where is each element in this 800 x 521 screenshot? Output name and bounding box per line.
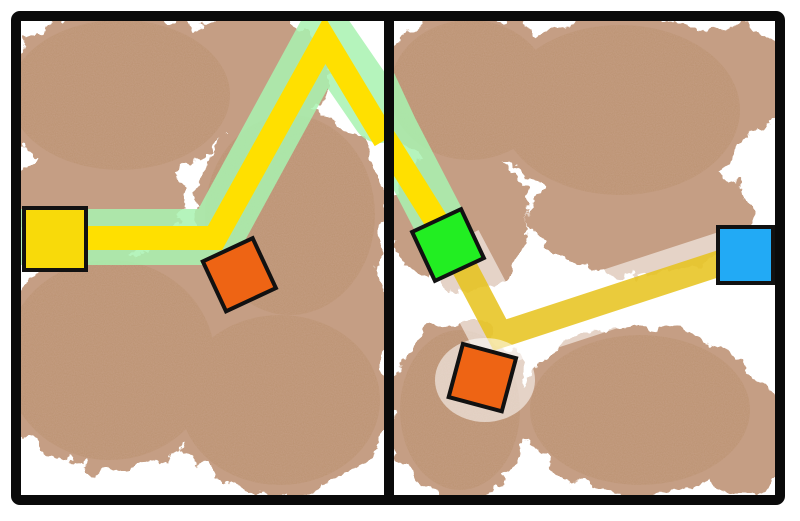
dirt-grain-right [392, 20, 750, 490]
frame [11, 11, 785, 505]
main-path [55, 18, 386, 250]
dirt-grain-left [18, 20, 380, 485]
blue-square-icon[interactable] [716, 225, 775, 285]
green-square-icon[interactable] [409, 206, 487, 284]
orange-diamond-icon[interactable] [200, 235, 279, 314]
orange-square-icon[interactable] [446, 341, 519, 414]
main-path-right [392, 127, 461, 250]
yellow-square-icon[interactable] [22, 206, 88, 272]
right-panel [392, 18, 777, 498]
